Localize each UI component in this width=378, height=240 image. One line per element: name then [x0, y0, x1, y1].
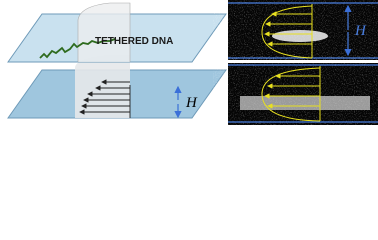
micrograph-bottom — [228, 63, 378, 125]
dna-signal — [272, 30, 328, 42]
micrograph-top: H — [228, 0, 378, 60]
velocity-arrows — [79, 79, 131, 118]
figure: TETHERED DNA H H — [7, 0, 378, 125]
dna-signal — [240, 96, 370, 110]
flow-profile — [75, 55, 130, 118]
height-label: H — [354, 23, 367, 39]
page: {"labels": {"tethered_dna": "TETHERED DN… — [7, 0, 378, 125]
profile-upper — [77, 2, 131, 62]
dna-strand — [39, 38, 116, 59]
schematic: TETHERED DNA H — [7, 2, 227, 119]
dna-label: TETHERED DNA — [95, 36, 173, 47]
height-label: H — [185, 95, 198, 111]
